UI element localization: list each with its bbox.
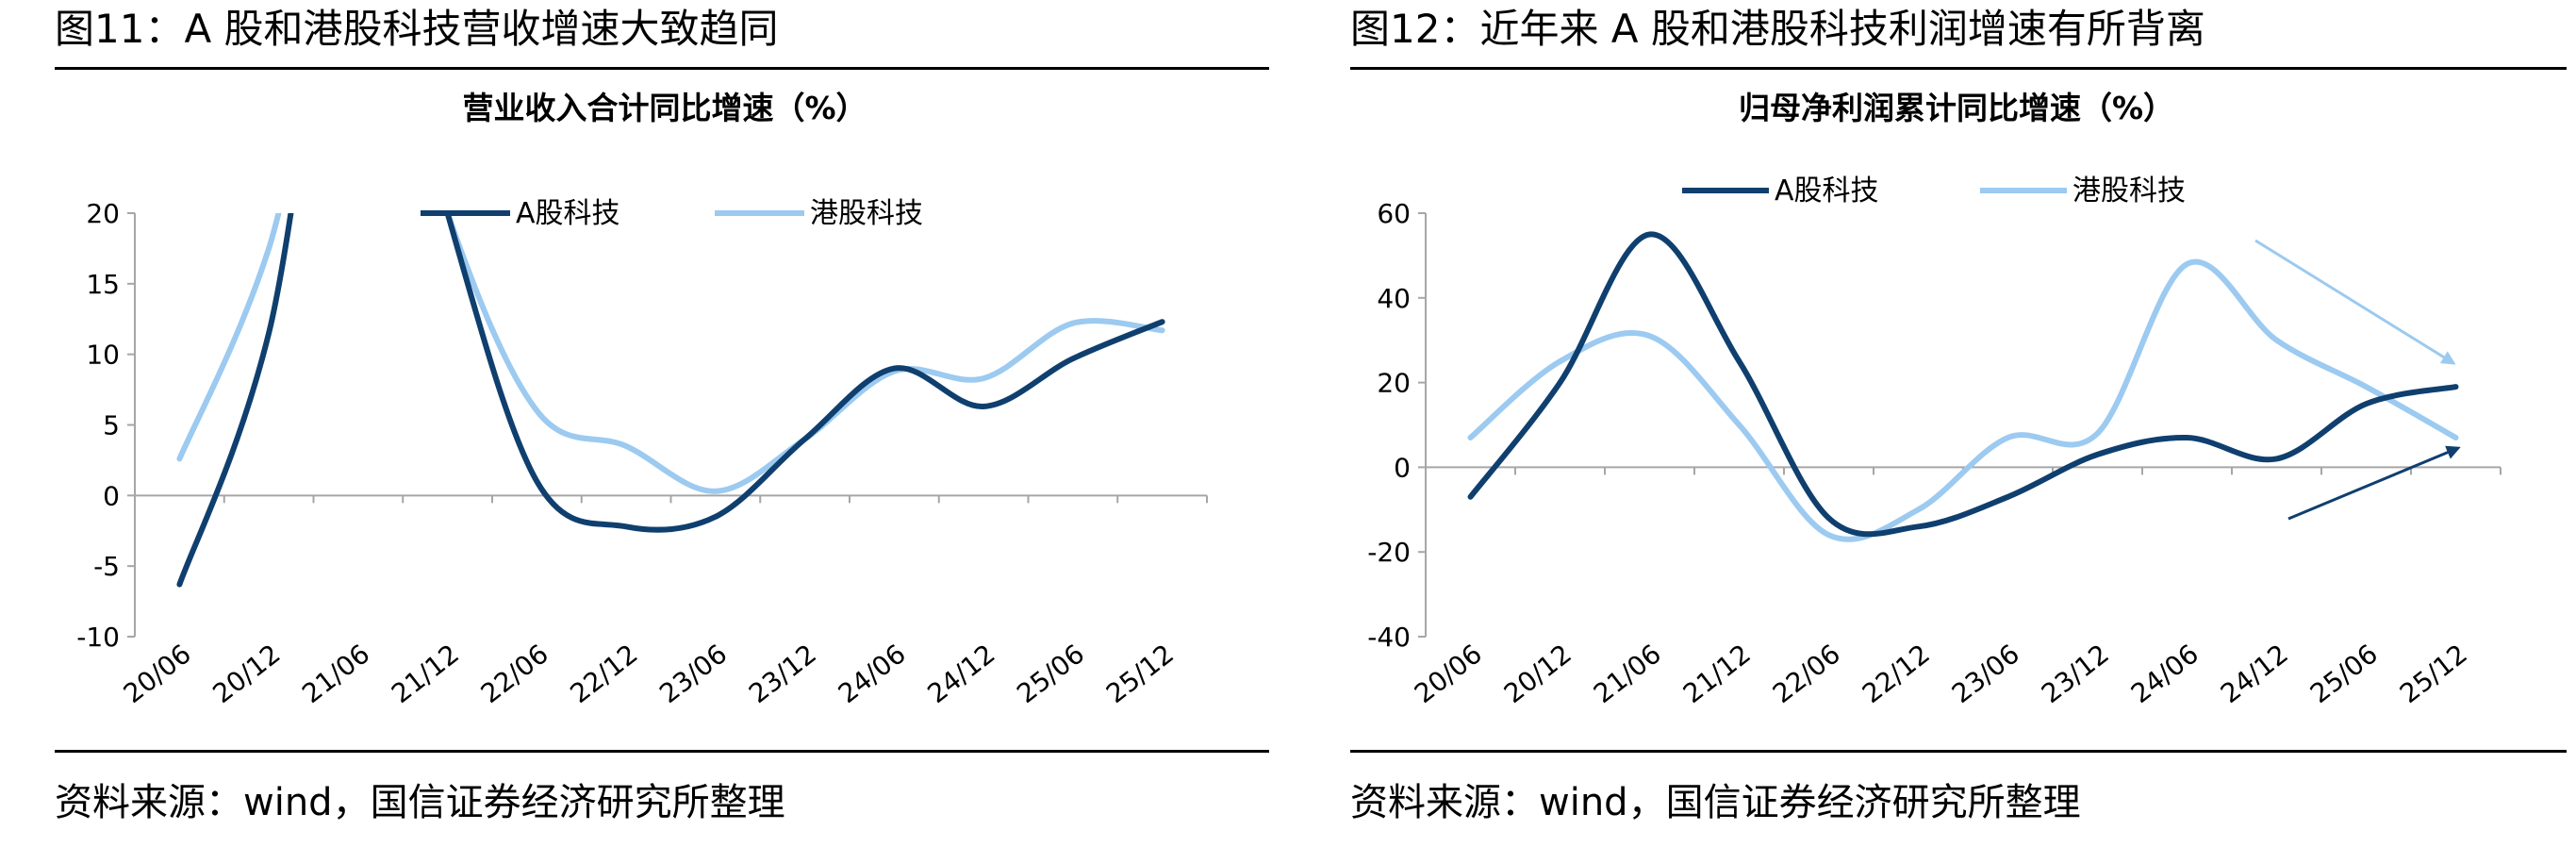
- x-tick-label: 25/12: [2394, 639, 2473, 710]
- x-tick-label: 24/06: [2125, 639, 2204, 710]
- legend-label: 港股科技: [2072, 174, 2186, 208]
- y-tick-label: 5: [103, 410, 120, 441]
- x-tick-label: 21/06: [1588, 639, 1667, 710]
- chart-1-title: 营业收入合计同比增速（%）: [462, 90, 867, 126]
- y-tick-label: 20: [1377, 368, 1411, 399]
- x-tick-label: 20/12: [207, 639, 287, 710]
- x-tick-label: 24/12: [922, 639, 1001, 710]
- figure-12-source: 资料来源：wind，国信证券经济研究所整理: [1350, 781, 2081, 824]
- y-tick-label: 0: [103, 480, 120, 511]
- x-tick-label: 24/12: [2215, 639, 2294, 710]
- legend-label: 港股科技: [810, 197, 923, 230]
- y-tick-label: -20: [1367, 537, 1411, 568]
- hk-trend-arrow: [2254, 239, 2456, 365]
- x-tick-label: 22/12: [1857, 639, 1936, 710]
- a-share-trend-arrow: [2287, 445, 2461, 521]
- y-tick-label: 40: [1377, 283, 1411, 314]
- figure-11-bottom-rule: [55, 750, 1269, 753]
- series-line-hk-share: [1467, 258, 2459, 542]
- legend-label: A股科技: [1775, 174, 1879, 208]
- x-tick-label: 21/06: [296, 639, 375, 710]
- x-tick-label: 22/06: [1767, 639, 1846, 710]
- series-line-a-share: [176, 213, 1165, 588]
- y-tick-label: -10: [76, 622, 120, 653]
- x-tick-label: 20/12: [1498, 639, 1577, 710]
- legend-label: A股科技: [516, 197, 620, 230]
- y-tick-label: -5: [93, 551, 120, 582]
- figure-11-title: 图11：A 股和港股科技营收增速大致趋同: [55, 6, 779, 52]
- x-tick-label: 21/12: [1677, 639, 1757, 710]
- chart-2-svg: -40 -20 0 20 40 60 20/06 20/12 21/06 21/12 22/06 22…: [1367, 174, 2502, 710]
- y-tick-label: -40: [1367, 622, 1411, 653]
- y-tick-label: 15: [86, 269, 120, 300]
- x-tick-label: 25/06: [2304, 639, 2384, 710]
- series-line-a-share: [1467, 231, 2459, 538]
- x-tick-label: 25/12: [1100, 639, 1180, 710]
- y-tick-label: 20: [86, 198, 120, 229]
- x-tick-label: 25/06: [1011, 639, 1090, 710]
- x-tick-label: 24/06: [833, 639, 912, 710]
- x-tick-label: 23/12: [2036, 639, 2115, 710]
- figure-12-title: 图12：近年来 A 股和港股科技利润增速有所背离: [1350, 6, 2205, 52]
- series-line-hk-share: [176, 213, 1165, 494]
- figure-12-bottom-rule: [1350, 750, 2567, 753]
- x-tick-label: 22/06: [475, 639, 554, 710]
- chart-2-title: 归母净利润累计同比增速（%）: [1738, 90, 2175, 126]
- x-tick-label: 23/06: [1946, 639, 2025, 710]
- figure-11-top-rule: [55, 67, 1269, 70]
- x-tick-label: 22/12: [565, 639, 644, 710]
- y-tick-label: 0: [1394, 452, 1411, 483]
- figure-11-source: 资料来源：wind，国信证券经济研究所整理: [55, 781, 785, 824]
- chart-1-svg: -10 -5 0 5 10 15 20 20/06 20/12 21/06 21/12 22/06 22…: [76, 197, 1208, 710]
- x-tick-label: 23/06: [653, 639, 733, 710]
- x-tick-label: 20/06: [1409, 639, 1488, 710]
- x-tick-label: 21/12: [386, 639, 465, 710]
- y-tick-label: 10: [86, 340, 120, 371]
- figure-12-top-rule: [1350, 67, 2567, 70]
- x-tick-label: 20/06: [118, 639, 197, 710]
- y-tick-label: 60: [1377, 198, 1411, 229]
- x-tick-label: 23/12: [743, 639, 822, 710]
